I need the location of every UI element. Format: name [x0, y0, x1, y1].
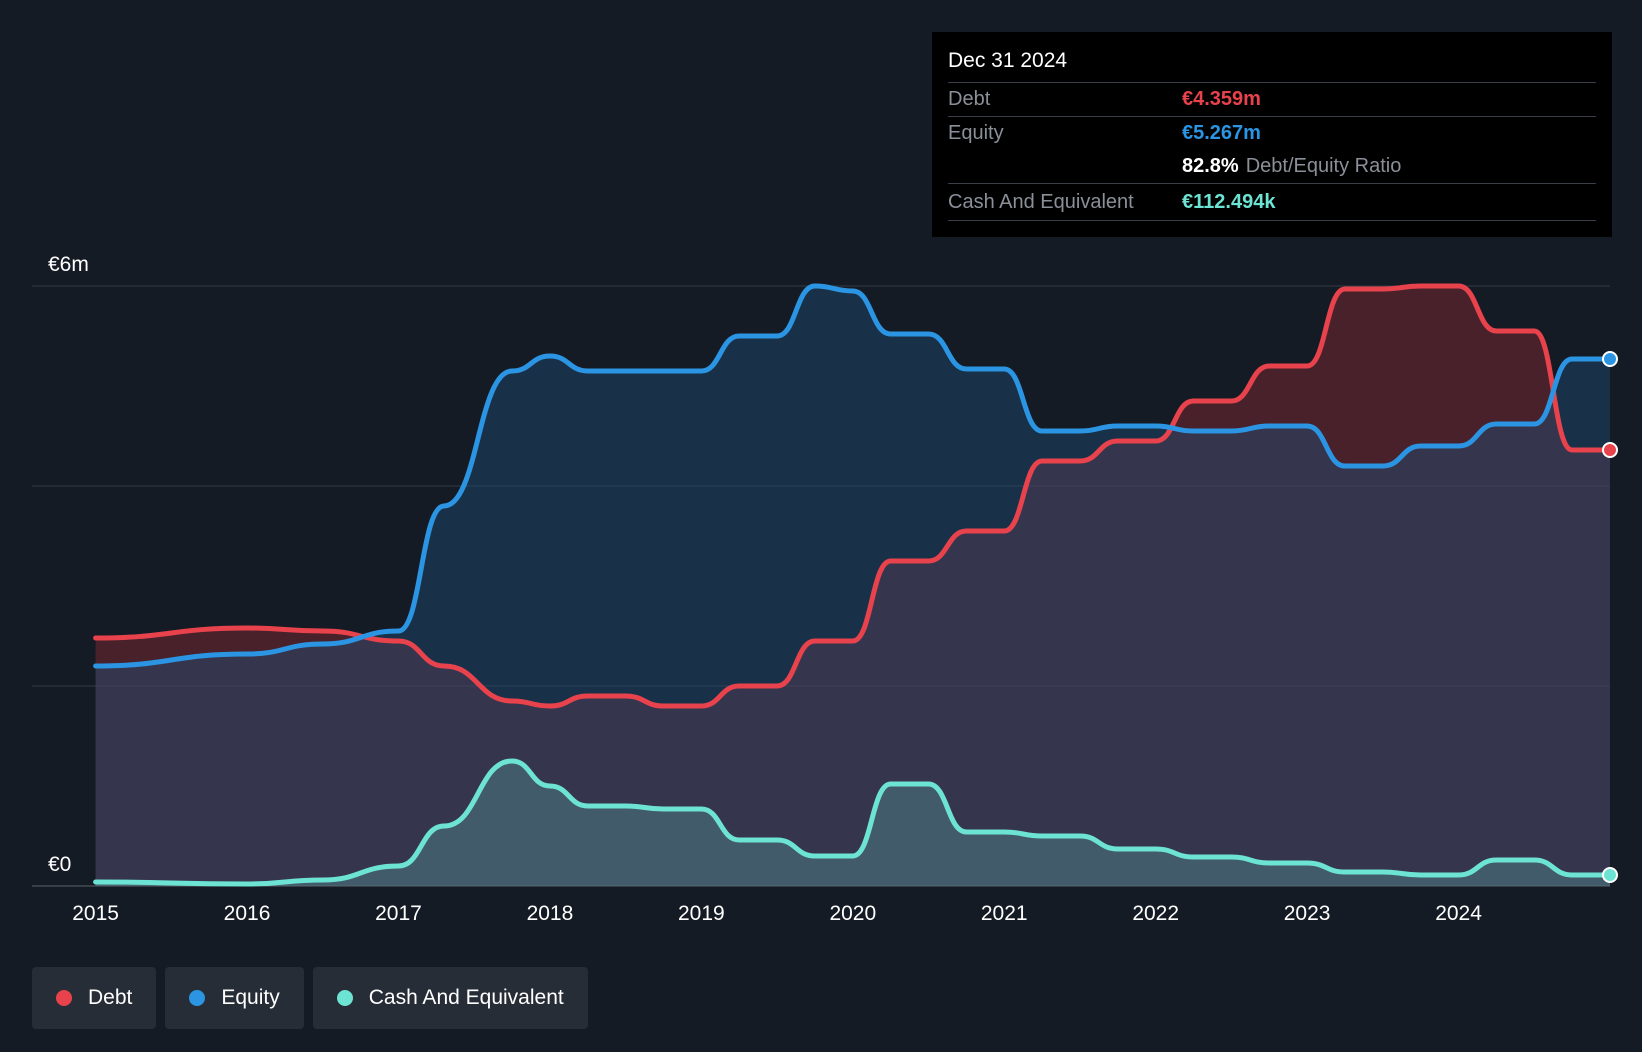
x-tick-label: 2015 — [72, 902, 119, 925]
tooltip-equity-row: Equity €5.267m — [948, 116, 1596, 150]
legend-item-debt[interactable]: Debt — [32, 967, 157, 1029]
tooltip-cash-value: €112.494k — [1182, 190, 1276, 213]
tooltip-ratio-row: 82.8% Debt/Equity Ratio — [948, 150, 1596, 183]
x-tick-label: 2016 — [224, 902, 271, 925]
legend-cash-label: Cash And Equivalent — [368, 986, 564, 1009]
x-tick-label: 2023 — [1284, 902, 1331, 925]
tooltip-equity-label: Equity — [948, 122, 1004, 144]
tooltip-panel: Dec 31 2024 Debt €4.359m Equity €5.267m … — [932, 32, 1612, 237]
tooltip-debt-value: €4.359m — [1182, 88, 1261, 110]
tooltip-debt-row: Debt €4.359m — [948, 82, 1596, 116]
debt-area — [95, 286, 1611, 886]
x-tick-label: 2021 — [981, 902, 1028, 925]
x-tick-label: 2019 — [678, 902, 725, 925]
cash-area — [95, 761, 1611, 886]
x-tick-label: 2017 — [375, 902, 422, 925]
equity-line — [93, 283, 1613, 669]
equity-area — [95, 286, 1611, 886]
tooltip-ratio-value: 82.8% — [1182, 155, 1239, 177]
debt-end-marker — [1602, 442, 1618, 458]
cash-dot-icon — [336, 990, 353, 1006]
tooltip-cash-row: Cash And Equivalent €112.494k — [948, 183, 1596, 221]
x-tick-label: 2024 — [1435, 902, 1482, 925]
end-markers — [1602, 351, 1618, 883]
axis-labels: 2015 2016 2017 2018 2019 2020 2021 2022 2023 2024… — [48, 253, 1482, 925]
legend-item-equity[interactable]: Equity — [165, 967, 304, 1029]
series-lines — [93, 283, 1613, 887]
chart-legend: Debt Equity Cash And Equivalent — [32, 967, 588, 1029]
x-tick-label: 2020 — [829, 902, 876, 925]
equity-dot-icon — [189, 990, 206, 1006]
tooltip-ratio-label: Debt/Equity Ratio — [1245, 155, 1402, 177]
debt-line — [93, 283, 1613, 709]
debt-dot-icon — [56, 990, 72, 1006]
equity-end-marker — [1602, 351, 1618, 367]
tooltip-date: Dec 31 2024 — [948, 49, 1068, 72]
legend-debt-label: Debt — [88, 986, 133, 1009]
legend-item-cash[interactable]: Cash And Equivalent — [312, 967, 588, 1029]
tooltip-debt-label: Debt — [948, 88, 991, 110]
y-tick-label: €0 — [48, 853, 71, 876]
x-tick-label: 2022 — [1132, 902, 1179, 925]
cash-end-marker — [1602, 867, 1618, 883]
tooltip-equity-value: €5.267m — [1182, 122, 1261, 144]
x-tick-label: 2018 — [527, 902, 574, 925]
cash-line — [93, 758, 1613, 887]
y-tick-label: €6m — [48, 253, 89, 276]
legend-equity-label: Equity — [221, 986, 280, 1009]
series-areas — [95, 286, 1611, 886]
tooltip-cash-label: Cash And Equivalent — [948, 190, 1134, 213]
